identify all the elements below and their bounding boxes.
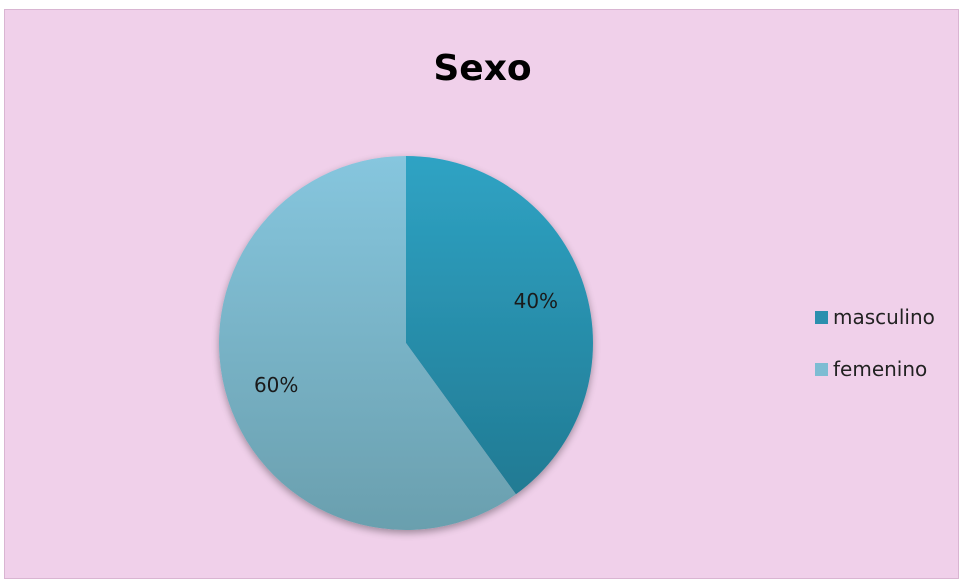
legend-swatch-femenino	[815, 362, 828, 376]
chart-legend: masculino femenino	[815, 302, 935, 406]
data-label-masculino: 40%	[514, 289, 558, 313]
legend-label-femenino: femenino	[833, 357, 928, 381]
data-label-femenino: 60%	[254, 373, 298, 397]
legend-label-masculino: masculino	[833, 305, 935, 329]
legend-item-femenino: femenino	[815, 354, 935, 384]
pie-slice-masculino	[406, 156, 593, 495]
chart-area: Sexo 40% 60% masculino	[4, 9, 959, 579]
pie-slice-femenino	[218, 156, 516, 530]
chart-title: Sexo	[433, 48, 532, 89]
legend-item-masculino: masculino	[815, 302, 935, 332]
legend-swatch-masculino	[815, 310, 828, 324]
pie-chart: 40% 60%	[218, 156, 593, 530]
